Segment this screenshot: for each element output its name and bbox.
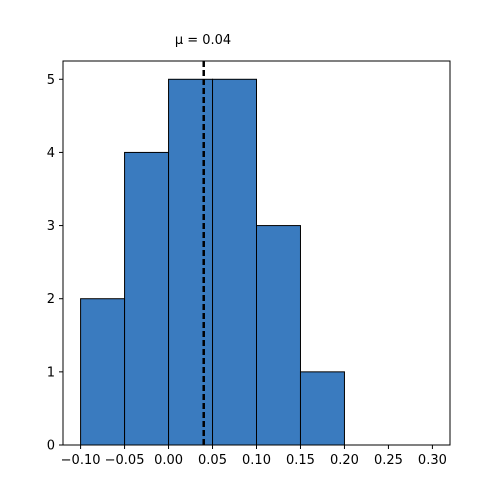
histogram-bar-3 (212, 78, 257, 446)
x-tick-label-6: 0.20 (330, 453, 359, 468)
chart-title: μ = 0.04 (175, 33, 231, 48)
y-tick-label-5: 5 (47, 73, 55, 88)
histogram-bar-0 (80, 298, 126, 446)
x-ticks-group: −0.10 −0.05 0.00 0.05 0.10 0.15 0.20 0.25 0.30 (61, 445, 447, 468)
bars-group (80, 78, 345, 446)
x-tick-label-4: 0.10 (242, 453, 271, 468)
x-tick-label-1: −0.05 (105, 453, 145, 468)
x-tick-label-7: 0.25 (374, 453, 403, 468)
y-tick-label-0: 0 (47, 439, 55, 454)
x-tick-label-2: 0.00 (154, 453, 183, 468)
x-tick-label-0: −0.10 (61, 453, 101, 468)
y-ticks-group: 0 1 2 3 4 5 (47, 73, 63, 454)
histogram-bar-2 (168, 78, 214, 446)
x-tick-label-3: 0.05 (198, 453, 227, 468)
histogram-bar-5 (299, 371, 345, 446)
y-tick-label-3: 3 (47, 219, 55, 234)
y-tick-label-4: 4 (47, 146, 55, 161)
x-tick-label-8: 0.30 (418, 453, 447, 468)
histogram-bar-1 (124, 151, 170, 446)
y-tick-label-2: 2 (47, 292, 55, 307)
y-tick-label-1: 1 (47, 365, 55, 380)
histogram-bar-4 (256, 225, 301, 446)
x-tick-label-5: 0.15 (286, 453, 315, 468)
